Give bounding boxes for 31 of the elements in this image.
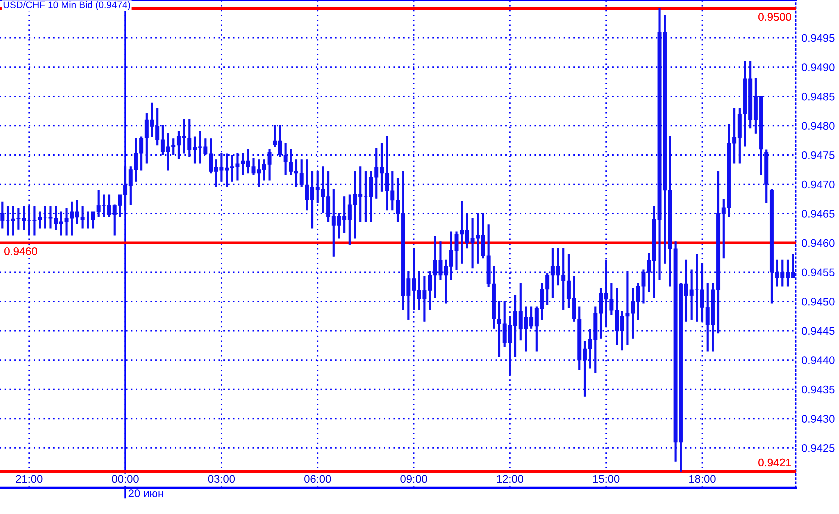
y-tick-label: 0.9475 [802,152,835,160]
ref-line-label: 0.9460 [4,248,38,256]
y-tick-label: 0.9460 [802,239,835,248]
ref-line-label: 0.9421 [758,458,792,467]
y-tick-label: 0.9480 [802,122,835,130]
y-tick-label: 0.9440 [802,356,835,364]
chart-title: USD/CHF 10 Min Bid (0.9474) [4,1,130,10]
x-tick-label: 09:00 [400,475,428,484]
x-tick-label: 15:00 [593,475,620,484]
y-tick-label: 0.9465 [802,210,835,218]
y-tick-label: 0.9430 [802,415,835,423]
x-tick-label: 18:00 [690,475,716,484]
candlestick [764,150,769,204]
ref-line-label: 20 июн [128,490,164,498]
y-tick-label: 0.9470 [802,180,835,189]
x-tick-label: 03:00 [208,475,236,484]
y-tick-label: 0.9455 [802,268,835,277]
x-tick-label: 00:00 [112,475,139,484]
y-tick-label: 0.9490 [802,64,835,72]
y-tick-label: 0.9425 [802,444,835,452]
y-tick-label: 0.9495 [802,34,835,42]
y-tick-label: 0.9450 [802,298,835,306]
x-tick-label: 12:00 [497,475,524,484]
x-tick-label: 06:00 [304,475,332,484]
candlestick [6,206,10,236]
y-tick-label: 0.9445 [802,327,835,336]
ref-line-label: 0.9500 [758,13,792,22]
candlestick [0,202,5,229]
y-tick-label: 0.9435 [802,386,835,394]
y-tick-label: 0.9485 [802,92,835,101]
x-tick-label: 21:00 [16,475,43,484]
